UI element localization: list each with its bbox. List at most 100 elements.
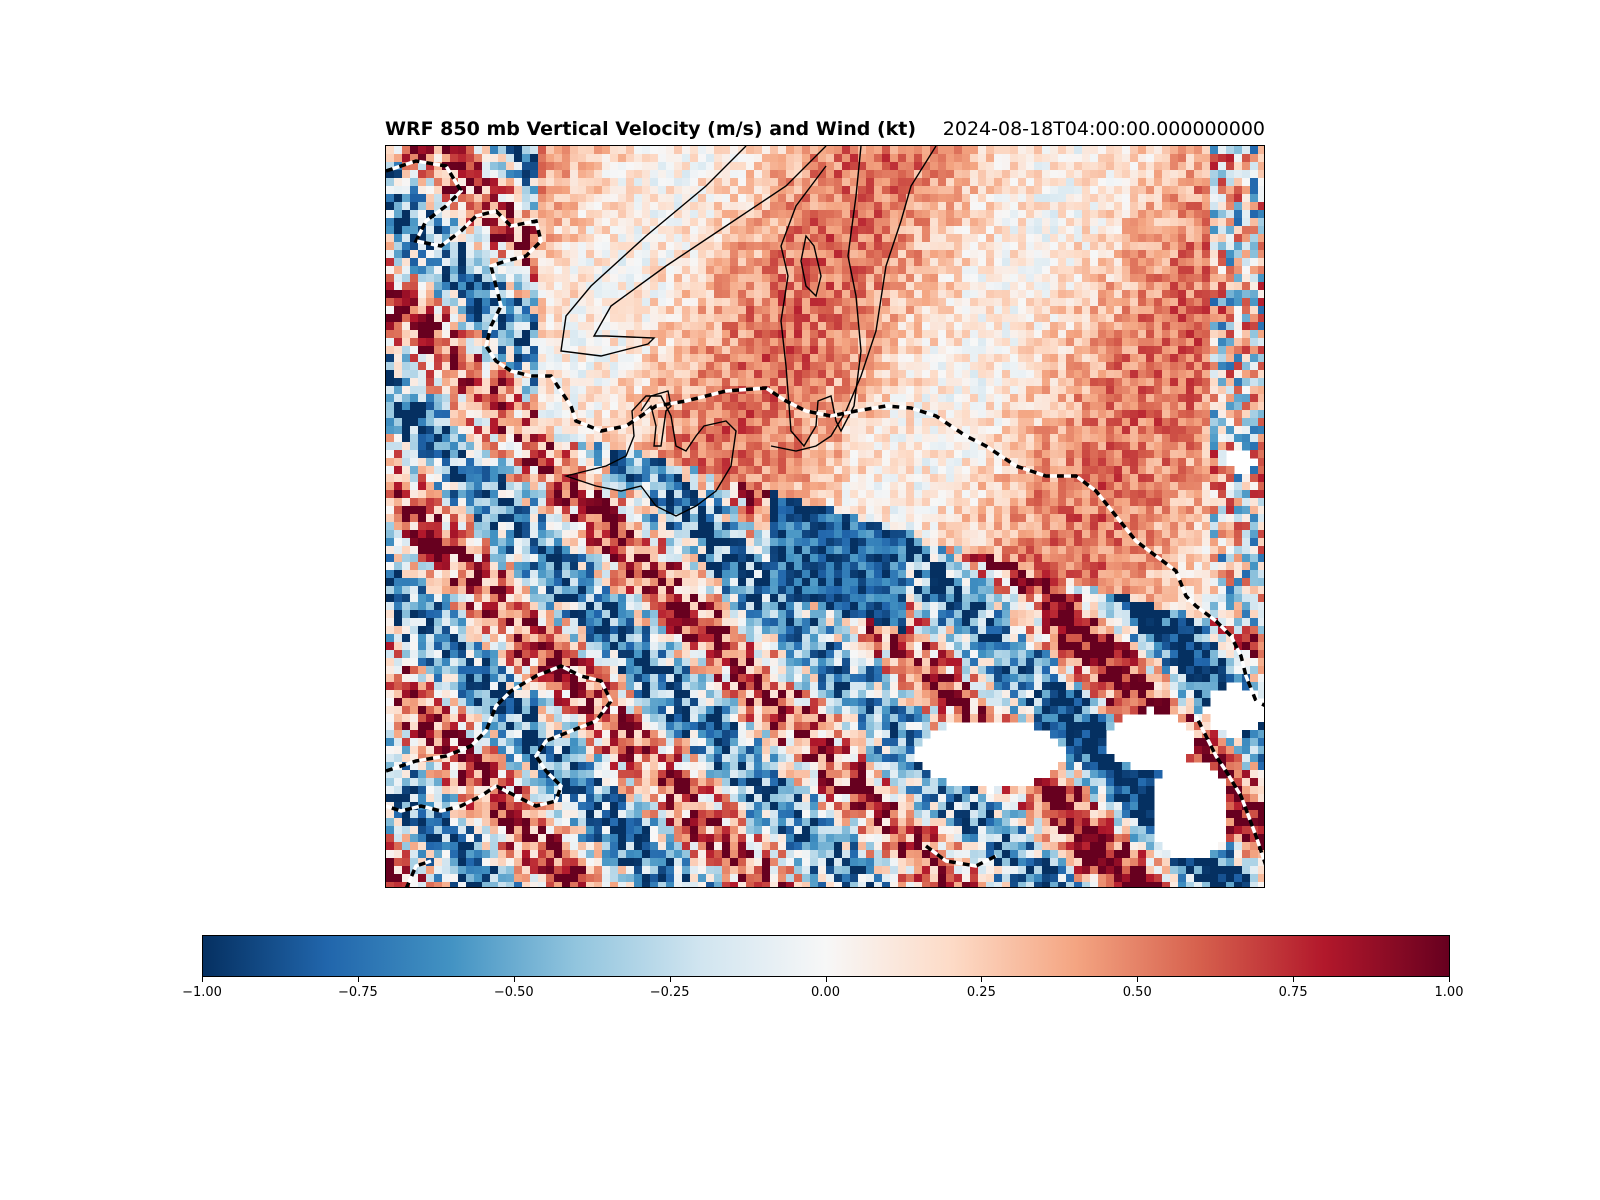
heatmap-cell — [770, 178, 779, 187]
heatmap-cell — [434, 426, 443, 435]
heatmap-cell — [938, 466, 947, 475]
heatmap-cell — [674, 210, 683, 219]
heatmap-cell — [1122, 258, 1131, 267]
heatmap-cell — [690, 258, 699, 267]
heatmap-cell — [1002, 306, 1011, 315]
heatmap-cell — [1234, 434, 1243, 443]
heatmap-cell — [818, 298, 827, 307]
heatmap-cell — [818, 218, 827, 227]
heatmap-cell — [1042, 330, 1051, 339]
heatmap-cell — [778, 378, 787, 387]
heatmap-cell — [1082, 170, 1091, 179]
heatmap-cell — [642, 306, 651, 315]
heatmap-cell — [1170, 298, 1179, 307]
heatmap-cell — [1066, 234, 1075, 243]
heatmap-cell — [394, 450, 403, 459]
heatmap-cell — [1074, 218, 1083, 227]
heatmap-cell — [730, 314, 739, 323]
heatmap-cell — [530, 402, 539, 411]
heatmap-cell — [554, 346, 563, 355]
heatmap-cell — [658, 226, 667, 235]
heatmap-cell — [786, 290, 795, 299]
heatmap-cell — [666, 378, 675, 387]
heatmap-cell — [826, 186, 835, 195]
heatmap-cell — [578, 154, 587, 163]
heatmap-cell — [530, 314, 539, 323]
heatmap-cell — [634, 314, 643, 323]
heatmap-cell — [698, 370, 707, 379]
heatmap-cell — [1026, 218, 1035, 227]
heatmap-cell — [826, 282, 835, 291]
heatmap-cell — [1226, 266, 1235, 275]
heatmap-cell — [1090, 450, 1099, 459]
heatmap-cell — [1066, 154, 1075, 163]
heatmap-cell — [994, 266, 1003, 275]
heatmap-cell — [618, 434, 627, 443]
heatmap-cell — [618, 450, 627, 459]
heatmap-cell — [818, 370, 827, 379]
heatmap-cell — [634, 162, 643, 171]
heatmap-cell — [754, 306, 763, 315]
heatmap-cell — [1018, 202, 1027, 211]
heatmap-cell — [498, 242, 507, 251]
heatmap-cell — [674, 394, 683, 403]
heatmap-cell — [538, 274, 547, 283]
heatmap-cell — [914, 274, 923, 283]
heatmap-cell — [1226, 210, 1235, 219]
heatmap-cell — [562, 202, 571, 211]
heatmap-cell — [954, 306, 963, 315]
heatmap-cell — [938, 258, 947, 267]
heatmap-cell — [578, 458, 587, 467]
heatmap-cell — [1138, 410, 1147, 419]
heatmap-cell — [962, 210, 971, 219]
heatmap-cell — [442, 418, 451, 427]
heatmap-cell — [1138, 466, 1147, 475]
heatmap-cell — [434, 202, 443, 211]
heatmap-cell — [434, 178, 443, 187]
heatmap-cell — [874, 394, 883, 403]
heatmap-cell — [850, 218, 859, 227]
heatmap-cell — [570, 178, 579, 187]
heatmap-cell — [578, 378, 587, 387]
heatmap-cell — [1242, 370, 1251, 379]
heatmap-cell — [1082, 154, 1091, 163]
heatmap-cell — [850, 466, 859, 475]
heatmap-cell — [986, 154, 995, 163]
heatmap-cell — [1010, 154, 1019, 163]
heatmap-cell — [1042, 298, 1051, 307]
heatmap-cell — [1162, 274, 1171, 283]
heatmap-cell — [746, 402, 755, 411]
heatmap-cell — [530, 386, 539, 395]
heatmap-cell — [1194, 194, 1203, 203]
heatmap-cell — [858, 186, 867, 195]
heatmap-cell — [1034, 378, 1043, 387]
heatmap-cell — [898, 466, 907, 475]
heatmap-cell — [866, 402, 875, 411]
heatmap-cell — [642, 170, 651, 179]
heatmap-cell — [1114, 394, 1123, 403]
heatmap-cell — [1034, 170, 1043, 179]
heatmap-cell — [962, 266, 971, 275]
heatmap-cell — [1170, 370, 1179, 379]
heatmap-cell — [1018, 146, 1027, 155]
heatmap-cell — [570, 194, 579, 203]
heatmap-cell — [930, 258, 939, 267]
heatmap-cell — [1034, 322, 1043, 331]
heatmap-cell — [650, 362, 659, 371]
heatmap-cell — [1058, 362, 1067, 371]
heatmap-cell — [674, 418, 683, 427]
heatmap-cell — [386, 402, 395, 411]
heatmap-cell — [922, 186, 931, 195]
heatmap-cell — [522, 458, 531, 467]
heatmap-cell — [618, 402, 627, 411]
heatmap-cell — [858, 154, 867, 163]
heatmap-cell — [1202, 258, 1211, 267]
heatmap-cell — [466, 314, 475, 323]
heatmap-cell — [1082, 330, 1091, 339]
heatmap-cell — [770, 394, 779, 403]
heatmap-cell — [1034, 354, 1043, 363]
heatmap-cell — [570, 418, 579, 427]
heatmap-cell — [834, 386, 843, 395]
heatmap-cell — [954, 434, 963, 443]
heatmap-cell — [666, 226, 675, 235]
